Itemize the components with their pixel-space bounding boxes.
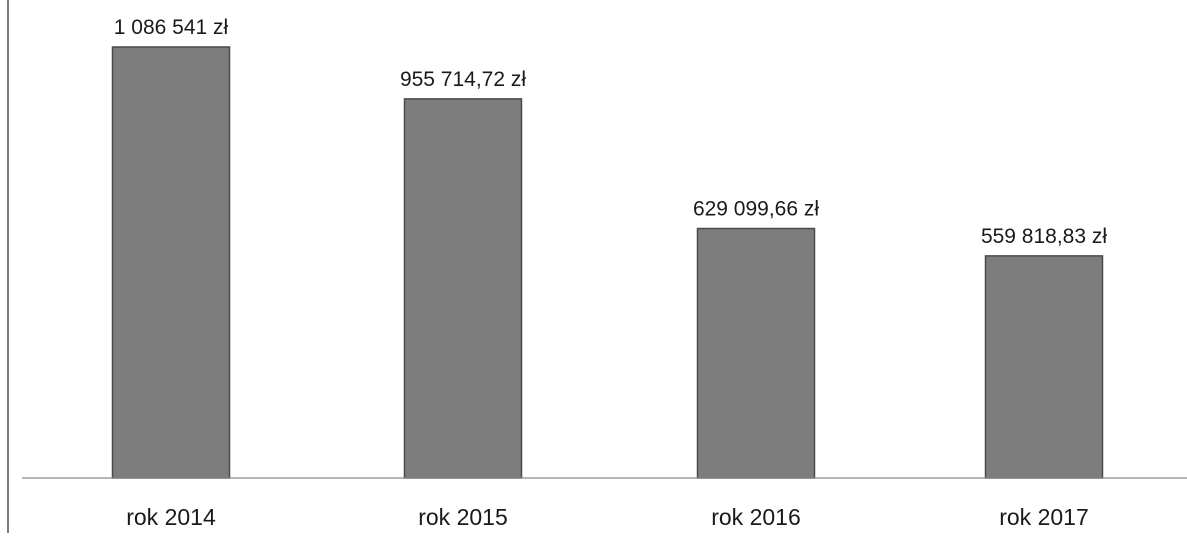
x-tick-labels-group: rok 2014 rok 2015 rok 2016 rok 2017: [126, 504, 1089, 530]
data-label-rok-2015: 955 714,72 zł: [400, 68, 526, 91]
bar-rok-2015: [403, 98, 523, 479]
x-tick-label-rok-2017: rok 2017: [999, 504, 1089, 530]
bar-rok-2016: [696, 227, 816, 479]
bar-rok-2014: [111, 46, 231, 479]
x-tick-label-rok-2016: rok 2016: [711, 504, 801, 530]
data-label-rok-2017: 559 818,83 zł: [981, 225, 1107, 248]
data-label-rok-2014: 1 086 541 zł: [114, 16, 229, 39]
data-labels-group: 1 086 541 zł 955 714,72 zł 629 099,66 zł 55…: [114, 16, 1108, 248]
x-tick-label-rok-2014: rok 2014: [126, 504, 216, 530]
x-tick-label-rok-2015: rok 2015: [418, 504, 508, 530]
bar-rok-2017: [984, 255, 1104, 479]
bars-group: [111, 46, 1104, 479]
data-label-rok-2016: 629 099,66 zł: [693, 198, 819, 221]
